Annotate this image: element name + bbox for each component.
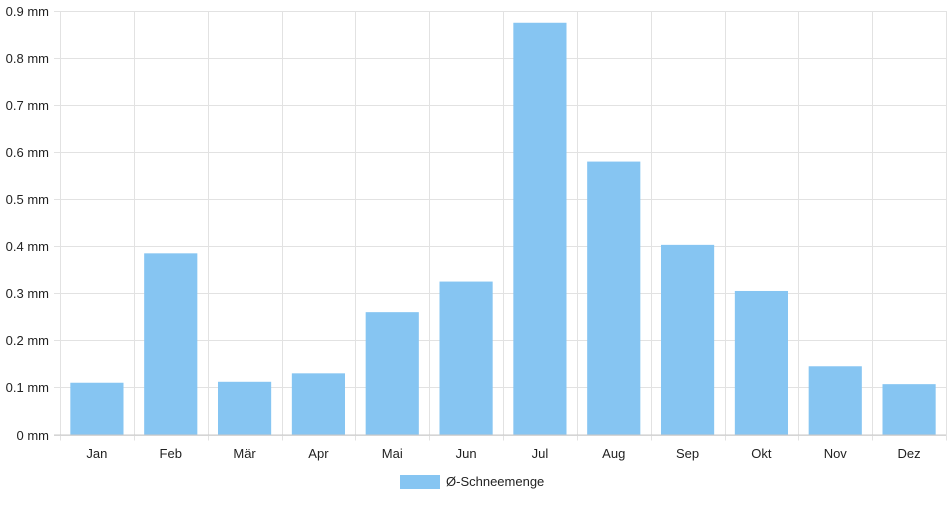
bar[interactable] (734, 290, 788, 435)
x-tick-label: Dez (898, 446, 921, 461)
y-tick-label: 0.7 mm (6, 98, 49, 113)
y-tick-label: 0 mm (17, 428, 50, 443)
x-tick-label: Jan (86, 446, 107, 461)
bars (70, 22, 936, 435)
bar[interactable] (661, 244, 715, 435)
bar[interactable] (808, 366, 862, 435)
legend-label: Ø-Schneemenge (446, 474, 544, 489)
legend[interactable]: Ø-Schneemenge (400, 474, 544, 489)
y-tick-label: 0.4 mm (6, 239, 49, 254)
x-tick-label: Feb (160, 446, 182, 461)
bar[interactable] (365, 312, 419, 435)
x-axis: Jan Feb Mär Apr Mai Jun Jul Aug Sep Okt Nov Dez (54, 434, 946, 461)
bar[interactable] (291, 373, 345, 435)
bar[interactable] (513, 22, 567, 435)
x-tick-label: Okt (751, 446, 772, 461)
x-tick-label: Mär (233, 446, 256, 461)
y-tick-label: 0.8 mm (6, 51, 49, 66)
bar[interactable] (882, 384, 936, 435)
grid (54, 11, 947, 441)
x-tick-label: Nov (824, 446, 848, 461)
bar[interactable] (218, 381, 272, 435)
bar[interactable] (587, 161, 641, 435)
y-tick-label: 0.1 mm (6, 380, 49, 395)
y-tick-label: 0.6 mm (6, 145, 49, 160)
y-tick-label: 0.9 mm (6, 4, 49, 19)
x-tick-label: Aug (602, 446, 625, 461)
legend-swatch (400, 475, 440, 489)
x-tick-label: Apr (308, 446, 329, 461)
y-tick-label: 0.2 mm (6, 333, 49, 348)
bar[interactable] (439, 281, 493, 435)
x-tick-label: Mai (382, 446, 403, 461)
bar[interactable] (70, 382, 124, 435)
x-tick-label: Sep (676, 446, 699, 461)
x-tick-label: Jun (456, 446, 477, 461)
y-tick-label: 0.3 mm (6, 286, 49, 301)
y-tick-label: 0.5 mm (6, 192, 49, 207)
x-tick-label: Jul (532, 446, 549, 461)
y-axis: 0 mm 0.1 mm 0.2 mm 0.3 mm 0.4 mm 0.5 mm 0.6 mm… (6, 4, 49, 443)
bar[interactable] (144, 253, 198, 435)
